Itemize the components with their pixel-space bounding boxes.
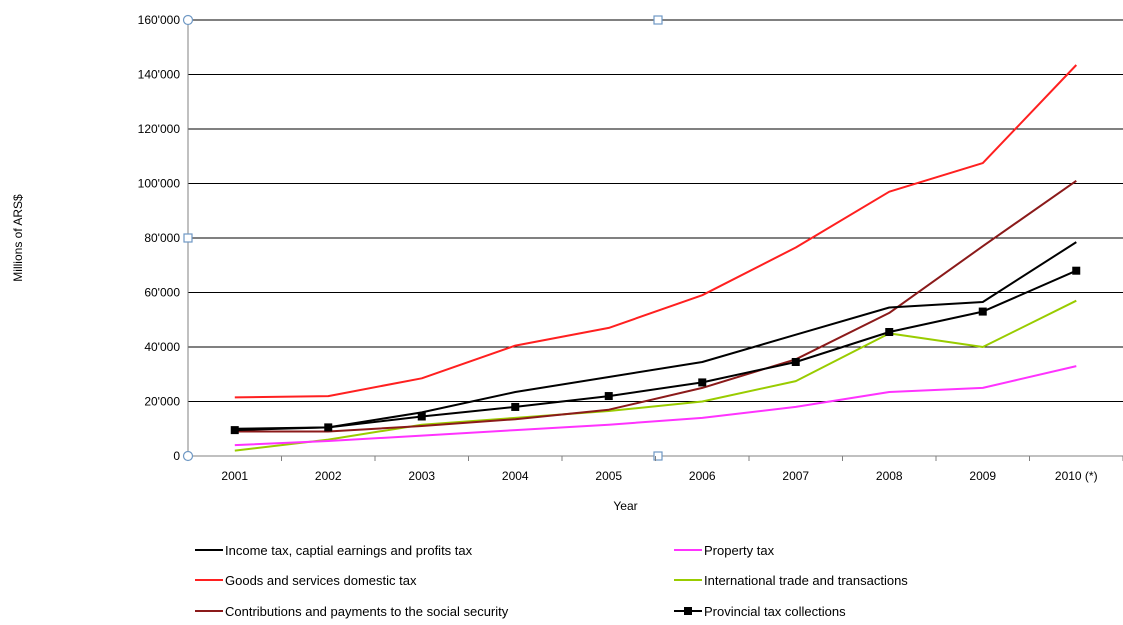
x-tick-label: 2010 (*) bbox=[1055, 469, 1098, 483]
x-tick-label: 2006 bbox=[689, 469, 716, 483]
legend-label: International trade and transactions bbox=[704, 573, 908, 588]
data-point-marker bbox=[324, 423, 333, 432]
x-tick-label: 2005 bbox=[595, 469, 622, 483]
x-tick-label: 2009 bbox=[969, 469, 996, 483]
y-tick-label: 80'000 bbox=[144, 231, 180, 245]
resize-handle[interactable] bbox=[182, 14, 194, 26]
x-axis-ticks: 2001 2002 2003 2004 2005 2006 2007 2008 2009 2010… bbox=[221, 456, 1123, 483]
data-point-marker bbox=[1072, 266, 1081, 275]
series-line bbox=[234, 241, 1077, 430]
x-tick-label: 2002 bbox=[315, 469, 342, 483]
y-tick-label: 140'000 bbox=[138, 68, 181, 82]
data-point-marker bbox=[417, 412, 426, 421]
data-point-marker bbox=[791, 357, 800, 366]
series-line bbox=[234, 299, 1077, 452]
series-lines bbox=[230, 64, 1081, 452]
legend-label: Goods and services domestic tax bbox=[225, 573, 417, 588]
x-tick-label: 2007 bbox=[782, 469, 809, 483]
legend: Income tax, captial earnings and profits… bbox=[195, 543, 908, 619]
y-axis-title: Millions of ARS$ bbox=[11, 194, 25, 282]
data-point-marker bbox=[978, 307, 987, 316]
y-tick-label: 120'000 bbox=[138, 122, 181, 136]
resize-handle[interactable] bbox=[183, 233, 193, 243]
y-tick-label: 40'000 bbox=[144, 340, 180, 354]
legend-label: Provincial tax collections bbox=[704, 604, 846, 619]
y-tick-label: 60'000 bbox=[144, 286, 180, 300]
resize-handle[interactable] bbox=[653, 451, 663, 461]
legend-marker bbox=[684, 607, 692, 615]
data-point-marker bbox=[604, 392, 613, 401]
legend-label: Property tax bbox=[704, 543, 775, 558]
x-axis-title: Year bbox=[613, 499, 637, 513]
x-tick-label: 2001 bbox=[221, 469, 248, 483]
series-line bbox=[234, 365, 1077, 447]
y-tick-label: 0 bbox=[173, 449, 180, 463]
selection-handles[interactable] bbox=[182, 14, 663, 462]
data-point-marker bbox=[698, 378, 707, 387]
y-tick-label: 160'000 bbox=[138, 13, 181, 27]
legend-label: Contributions and payments to the social… bbox=[225, 604, 509, 619]
series-line bbox=[234, 269, 1077, 432]
grid-lines bbox=[187, 19, 1123, 457]
data-point-marker bbox=[511, 402, 520, 411]
x-tick-label: 2008 bbox=[876, 469, 903, 483]
series-line bbox=[234, 64, 1078, 399]
resize-handle[interactable] bbox=[653, 15, 663, 25]
y-axis-ticks: 0 20'000 40'000 60'000 80'000 100'000 120'000 1… bbox=[138, 13, 181, 463]
series-line bbox=[234, 179, 1077, 433]
x-tick-label: 2004 bbox=[502, 469, 529, 483]
resize-handle[interactable] bbox=[182, 450, 194, 462]
x-tick-label: 2003 bbox=[408, 469, 435, 483]
y-tick-label: 100'000 bbox=[138, 177, 181, 191]
data-point-marker bbox=[885, 328, 894, 337]
y-tick-label: 20'000 bbox=[144, 395, 180, 409]
data-point-marker bbox=[230, 426, 239, 435]
legend-label: Income tax, captial earnings and profits… bbox=[225, 543, 473, 558]
